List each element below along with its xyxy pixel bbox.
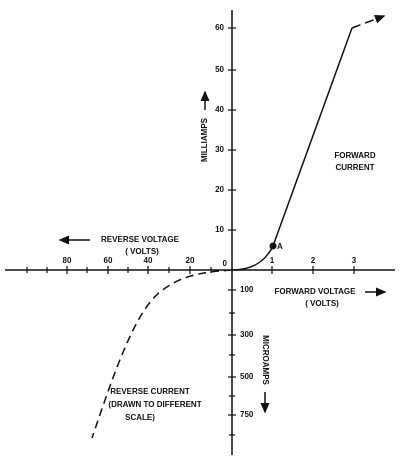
y-tick-label: 500: [240, 372, 254, 381]
y-tick-label: 300: [240, 330, 254, 339]
y-tick-label: 60: [215, 23, 224, 32]
x-tick-label: 2: [311, 256, 316, 265]
x-tick-label: 40: [144, 256, 153, 265]
forward-extension: [351, 14, 386, 29]
reverse-label: SCALE): [125, 413, 155, 422]
x-tick-label: 80: [63, 256, 72, 265]
x-tick-label: 60: [104, 256, 113, 265]
x-tick-label: 1: [270, 256, 275, 265]
y-tick-label: 50: [215, 65, 224, 74]
y-tick-label: 750: [240, 410, 254, 419]
y-upper-label: MILLIAMPS: [200, 117, 209, 162]
forward-label: CURRENT: [335, 163, 374, 172]
y-tick-label: 20: [215, 185, 224, 194]
forward-label: FORWARD: [334, 151, 375, 160]
x-right-label: FORWARD VOLTAGE: [275, 287, 357, 296]
y-tick-label: 40: [215, 105, 224, 114]
reverse-label: REVERSE CURRENT: [110, 387, 190, 396]
point-label: A: [277, 242, 283, 251]
milliamps-label: MILLIAMPS: [200, 90, 210, 162]
y-lower-label: MICROAMPS: [261, 335, 270, 385]
y-tick-label: 100: [240, 285, 254, 294]
microamps-label: MICROAMPS: [260, 335, 270, 414]
point-a: [269, 242, 277, 250]
x-tick-label: 20: [186, 256, 195, 265]
x-right-label: ( VOLTS): [305, 299, 339, 308]
reverse-label: (DRAWN TO DIFFERENT: [108, 400, 201, 409]
origin-label: 0: [223, 259, 228, 268]
forward-curve: [231, 27, 353, 271]
x-tick-label: 3: [352, 256, 357, 265]
y-tick-label: 30: [215, 145, 224, 154]
x-left-label: ( VOLTS): [125, 247, 159, 256]
y-tick-label: 10: [215, 225, 224, 234]
x-left-label: REVERSE VOLTAGE: [101, 235, 180, 244]
reverse-curve: [91, 269, 233, 439]
